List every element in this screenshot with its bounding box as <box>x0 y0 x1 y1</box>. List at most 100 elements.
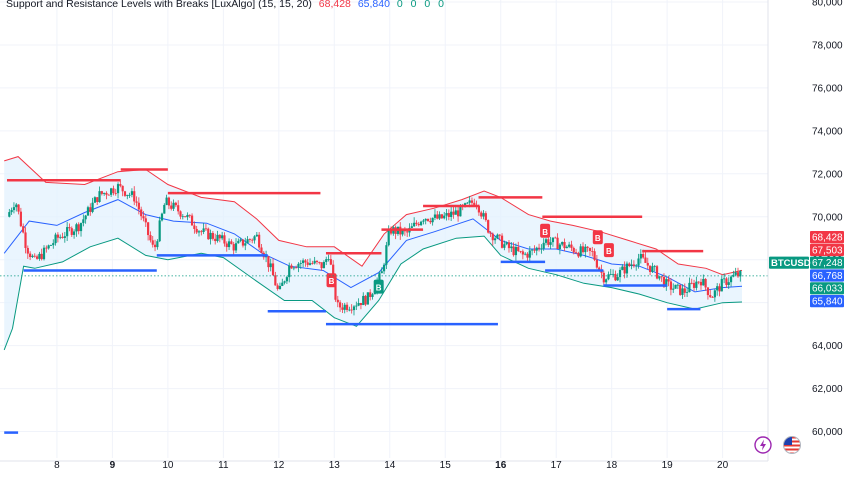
candle-body <box>709 295 712 298</box>
candle-body <box>602 272 605 283</box>
candle-body <box>676 284 679 286</box>
candle-body <box>681 288 684 295</box>
candle-body <box>540 248 543 250</box>
candle-body <box>507 242 511 249</box>
candle-body <box>531 249 534 251</box>
candle-body <box>720 278 723 292</box>
y-axis-ticks: 60,00062,00064,00066,00068,00070,00072,0… <box>812 0 843 438</box>
candle-body <box>480 212 483 217</box>
x-tick-label: 8 <box>54 460 60 471</box>
candle-body <box>470 200 474 203</box>
candle-body <box>443 215 446 219</box>
candle-body <box>195 228 198 233</box>
candle-body <box>366 292 369 305</box>
candle-body <box>246 239 249 244</box>
candle-body <box>281 282 284 286</box>
candle-body <box>454 210 457 215</box>
candle-body <box>128 194 131 196</box>
candle-body <box>498 234 501 236</box>
candle-body <box>264 256 268 258</box>
indicator-value-1: 0 <box>396 0 403 10</box>
price-label-text: 66,768 <box>812 271 843 282</box>
candle-body <box>341 307 344 310</box>
candle-body <box>121 185 124 192</box>
candle-body <box>167 197 171 206</box>
candle-body <box>706 287 710 296</box>
candle-body <box>96 197 99 202</box>
candle-body <box>517 247 520 252</box>
x-tick-label: 11 <box>218 460 229 471</box>
candle-body <box>112 188 115 194</box>
candle-body <box>635 265 638 267</box>
x-tick-label: 18 <box>606 460 618 471</box>
price-label-text: 66,033 <box>812 284 843 295</box>
candle-body <box>426 218 430 222</box>
candle-body <box>436 214 439 219</box>
candle-body <box>318 262 321 263</box>
indicator-value-4: 0 <box>438 0 444 10</box>
candle-body <box>271 263 275 276</box>
bolt-icon[interactable] <box>754 436 772 454</box>
candle-body <box>642 254 645 258</box>
candle-body <box>160 213 164 221</box>
candle-body <box>66 227 69 237</box>
candle-body <box>24 232 27 248</box>
candle-body <box>156 241 159 248</box>
candle-body <box>82 219 85 224</box>
candle-body <box>433 214 437 218</box>
candle-body <box>456 210 460 217</box>
candle-body <box>662 276 666 287</box>
candle-body <box>190 215 194 226</box>
candle-body <box>348 309 351 311</box>
candle-body <box>494 238 497 241</box>
indicator-legend[interactable]: Support and Resistance Levels with Break… <box>6 0 449 10</box>
candle-body <box>329 259 332 265</box>
y-tick-label: 78,000 <box>812 40 843 51</box>
candle-body <box>295 267 298 269</box>
candle-body <box>225 243 228 248</box>
candle-body <box>214 238 217 242</box>
candle-body <box>459 205 462 217</box>
candle-body <box>253 236 256 241</box>
candle-body <box>288 265 291 278</box>
candle-body <box>304 260 307 263</box>
candle-body <box>103 192 106 194</box>
us-flag-icon[interactable] <box>782 435 802 455</box>
candle-body <box>535 247 538 251</box>
candle-body <box>648 265 652 272</box>
candle-body <box>297 263 300 268</box>
symbol-label-text: BTCUSD <box>771 258 811 269</box>
candle-body <box>93 197 97 203</box>
candle-body <box>144 218 147 223</box>
candle-body <box>352 306 356 311</box>
candle-body <box>655 266 659 279</box>
candle-body <box>558 244 561 250</box>
candle-body <box>496 234 499 239</box>
candle-body <box>450 211 453 217</box>
candle-body <box>290 265 293 269</box>
candle-body <box>551 237 555 243</box>
candle-body <box>276 285 279 289</box>
indicator-value-2: 0 <box>410 0 417 10</box>
candle-body <box>107 194 110 196</box>
candle-body <box>595 259 598 268</box>
candle-body <box>487 220 490 233</box>
candle-body <box>336 299 339 303</box>
candle-body <box>322 261 326 269</box>
candle-body <box>204 228 208 230</box>
candle-body <box>385 245 388 265</box>
candle-body <box>736 272 740 277</box>
candle-body <box>355 305 358 307</box>
candle-body <box>40 253 43 260</box>
candle-body <box>357 302 360 306</box>
candle-body <box>621 266 624 270</box>
candle-body <box>260 247 263 253</box>
candle-body <box>22 226 25 233</box>
candle-body <box>697 281 700 283</box>
candle-body <box>343 304 346 310</box>
candle-body <box>607 274 610 280</box>
break-marker-label: B <box>606 247 612 256</box>
candle-body <box>653 266 656 268</box>
